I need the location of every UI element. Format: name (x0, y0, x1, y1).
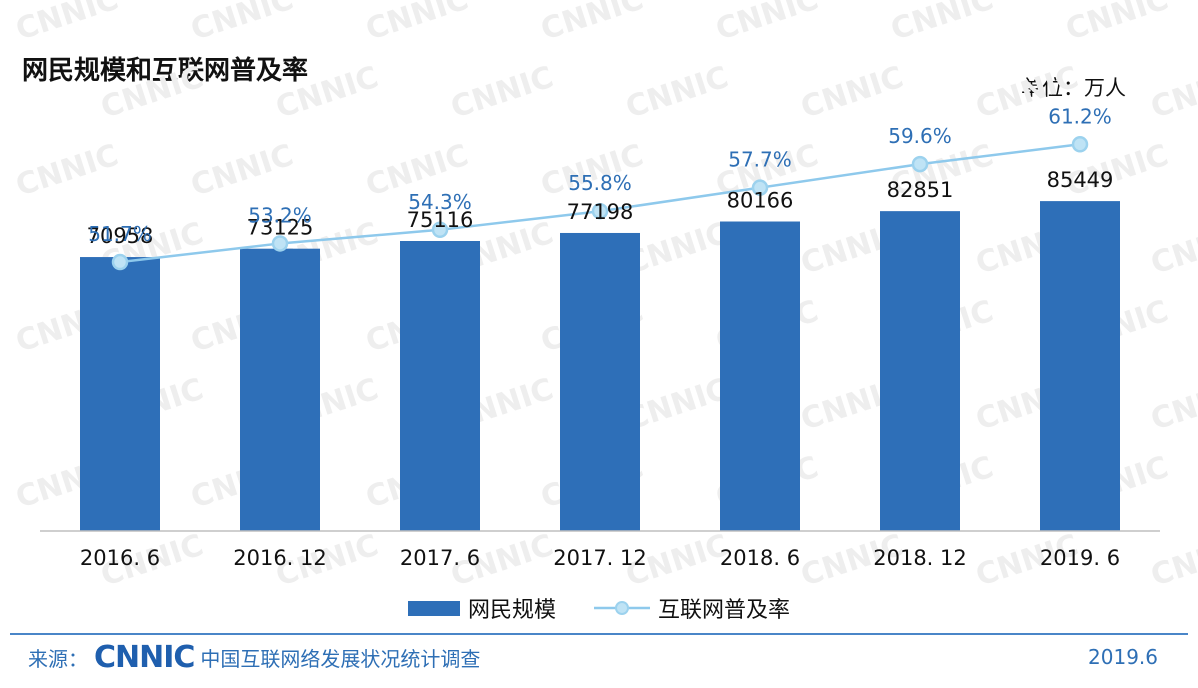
chart-title: 网民规模和互联网普及率 (22, 56, 309, 86)
line-point-0 (111, 253, 129, 271)
watermark-text-9: CNNIC (272, 60, 383, 126)
footer-divider (10, 633, 1188, 635)
line-value-label-6: 61.2% (1048, 104, 1112, 128)
cnnic-logo: CNNIC (94, 639, 195, 675)
watermark-text-16: CNNIC (12, 138, 123, 204)
legend-item-line: 互联网普及率 (594, 592, 790, 624)
bar-value-label-0: 70958 (87, 224, 154, 248)
line-value-label-4: 57.7% (728, 148, 792, 172)
unit-label: 单位：万人 (1021, 76, 1126, 100)
line-point-2 (431, 221, 449, 239)
line-value-label-1: 53.2% (248, 203, 312, 227)
bar-5 (880, 211, 960, 531)
bar-value-label-3: 77198 (567, 200, 634, 224)
watermark-text-14: CNNIC (1147, 60, 1198, 126)
source-label: 来源： (28, 646, 88, 671)
line-value-label-0: 51.7% (88, 222, 152, 246)
watermark-text-30: CNNIC (1147, 216, 1198, 282)
watermark-text-4: CNNIC (712, 0, 823, 48)
report-date: 2019.6 (1088, 645, 1158, 669)
line-layer (111, 136, 1089, 271)
category-label-3: 2017. 12 (553, 546, 647, 570)
bar-value-label-6: 85449 (1047, 168, 1114, 192)
watermark-text-17: CNNIC (187, 138, 298, 204)
bar-value-label-1: 73125 (247, 216, 314, 240)
watermark-text-11: CNNIC (622, 60, 733, 126)
legend-item-bar: 网民规模 (407, 592, 556, 624)
legend: 网民规模 互联网普及率 (0, 592, 1198, 624)
bar-1 (240, 248, 320, 531)
bar-value-label-4: 80166 (727, 189, 794, 213)
watermark-text-0: CNNIC (12, 0, 123, 48)
bar-value-label-2: 75116 (407, 208, 474, 232)
line-point-1 (271, 235, 289, 252)
category-label-6: 2019. 6 (1040, 546, 1120, 570)
line-point-5 (911, 155, 929, 173)
line-value-label-3: 55.8% (568, 171, 632, 195)
watermark-text-62: CNNIC (1147, 528, 1198, 594)
bar-6 (1040, 201, 1120, 531)
category-label-4: 2018. 6 (720, 546, 800, 570)
bar-value-label-5: 82851 (887, 178, 954, 202)
category-label-0: 2016. 6 (80, 546, 160, 570)
category-label-1: 2016. 12 (233, 546, 327, 570)
watermark-text-2: CNNIC (362, 0, 473, 48)
bar-3 (560, 232, 640, 532)
line-value-label-5: 59.6% (888, 124, 952, 148)
line-value-label-2: 54.3% (408, 190, 472, 214)
bar-4 (720, 221, 800, 532)
bar-0 (80, 257, 160, 531)
watermark-text-8: CNNIC (97, 60, 208, 126)
watermark-text-6: CNNIC (1062, 0, 1173, 48)
line-point-3 (591, 202, 609, 220)
watermark-text-3: CNNIC (537, 0, 648, 48)
watermark-text-1: CNNIC (187, 0, 298, 48)
watermark-text-12: CNNIC (797, 60, 908, 126)
legend-bar-label: 网民规模 (467, 598, 556, 623)
bars-layer (80, 201, 1120, 532)
watermark-text-10: CNNIC (447, 60, 558, 126)
legend-line-label: 互联网普及率 (658, 598, 791, 623)
watermark-text-46: CNNIC (1147, 372, 1198, 438)
category-label-2: 2017. 6 (400, 546, 480, 570)
footer: 来源： CNNIC 中国互联网络发展状况统计调查 2019.6 (28, 639, 1158, 675)
labels-layer: 70958 2016. 6 73125 2016. 12 75116 2017. 6 771… (80, 104, 1120, 570)
bar-2 (400, 241, 480, 531)
watermark-text-5: CNNIC (887, 0, 998, 48)
line-point-4 (751, 179, 769, 196)
survey-name: 中国互联网络发展状况统计调查 (200, 646, 481, 671)
legend-line-swatch (594, 601, 650, 615)
category-label-5: 2018. 12 (873, 546, 967, 570)
legend-bar-swatch (407, 600, 460, 616)
line-point-6 (1071, 136, 1089, 153)
